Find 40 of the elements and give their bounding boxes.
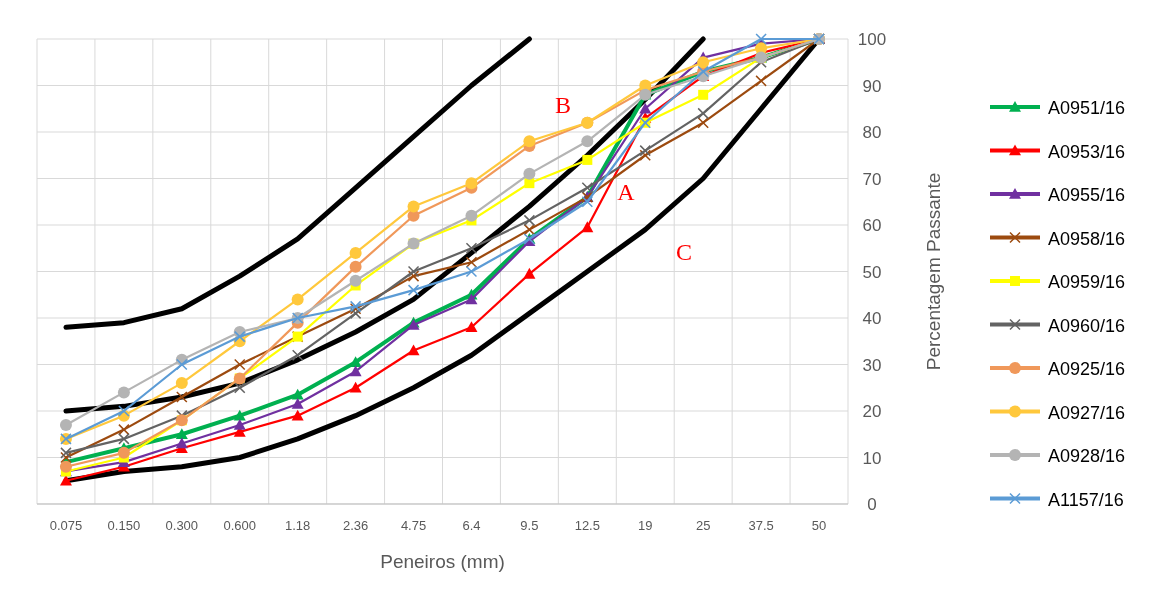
annotation: B [554,92,572,118]
legend-label: A0959/16 [1048,272,1126,292]
x-tick-label: 9.5 [520,518,539,533]
x-tick-label: 0.075 [49,518,83,533]
legend-label: A0953/16 [1048,141,1126,162]
y-tick-label: 40 [862,309,882,328]
legend-label: A0927/16 [1048,402,1126,423]
y-tick-label: 90 [862,76,882,96]
x-tick-label: 19 [638,518,653,533]
y-tick-label: 80 [862,123,882,142]
x-tick-label: 2.36 [342,518,369,533]
x-tick-label: 4.75 [400,518,427,533]
y-tick-label: 20 [862,402,882,421]
annotation: C [675,239,693,265]
x-axis-title: Peneiros (mm) [380,551,505,572]
x-tick-label: 37.5 [748,518,774,533]
x-tick-label: 0.150 [107,518,141,533]
x-tick-label: 6.4 [462,518,481,533]
legend-label: A0958/16 [1048,228,1126,249]
legend-label: A1157/16 [1048,489,1124,510]
y-axis-title: Percentagem Passante [923,172,944,371]
annotation: A [617,179,636,205]
x-tick-label: 50 [811,518,827,533]
legend-label: A0928/16 [1048,446,1126,466]
y-tick-label: 100 [857,30,887,49]
x-tick-label: 25 [695,518,711,533]
y-tick-label: 60 [862,216,882,235]
x-tick-label: 12.5 [574,518,600,533]
x-tick-label: 0.600 [223,518,257,533]
legend-label: A0960/16 [1048,315,1126,336]
y-tick-label: 10 [862,448,882,468]
x-tick-label: 0.300 [165,518,199,533]
y-tick-label: 70 [862,169,882,189]
y-tick-label: 30 [862,355,882,375]
legend-label: A0955/16 [1048,185,1126,205]
y-tick-label: 50 [862,262,882,282]
legend-label: A0925/16 [1048,359,1126,379]
legend-label: A0951/16 [1048,98,1126,118]
x-tick-label: 1.18 [285,518,311,533]
y-tick-label: 0 [867,495,877,514]
